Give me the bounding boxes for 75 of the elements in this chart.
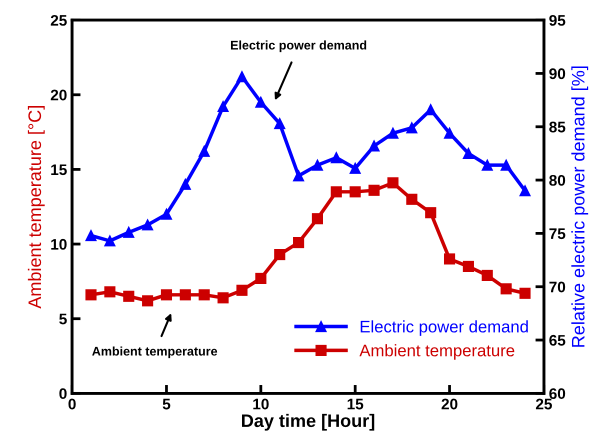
point	[519, 288, 531, 299]
point	[350, 162, 361, 174]
point	[368, 184, 380, 196]
point	[218, 100, 229, 112]
x-tick-label: 15	[348, 398, 364, 410]
point	[425, 207, 436, 218]
y-tick-label: 15	[51, 164, 67, 176]
y2-tick-label: 80	[549, 174, 566, 186]
x-tick-label: 25	[536, 398, 552, 410]
point	[142, 219, 154, 230]
point	[85, 289, 97, 300]
point	[218, 292, 229, 304]
point	[236, 71, 248, 82]
legend-label: Ambient temperature	[359, 344, 514, 360]
y2-tick-label: 95	[549, 14, 566, 26]
y2-axis-title: Relative electric power demand [%]	[571, 66, 588, 347]
point	[350, 186, 361, 198]
y2-tick-label: 90	[549, 68, 566, 80]
x-tick-label: 5	[162, 398, 170, 410]
point	[462, 148, 474, 159]
point	[236, 284, 248, 296]
annotation: Electric power demand	[230, 40, 366, 52]
point	[500, 160, 512, 171]
point	[462, 260, 474, 272]
y2-tick-label: 65	[549, 334, 566, 346]
point	[274, 248, 286, 260]
x-axis-title: Day time [Hour]	[242, 414, 374, 431]
point	[160, 289, 172, 300]
point	[519, 185, 531, 196]
point	[198, 146, 210, 157]
point	[123, 290, 134, 302]
point	[330, 186, 342, 198]
point	[312, 213, 324, 224]
y2-tick-label: 60	[549, 388, 566, 400]
y2-tick-label: 70	[549, 282, 566, 292]
point	[255, 272, 266, 284]
point	[85, 230, 97, 242]
point	[425, 104, 436, 116]
point	[160, 208, 172, 220]
point	[274, 118, 286, 130]
point	[330, 152, 342, 164]
point	[387, 177, 398, 188]
annotation: Ambient temperature	[92, 346, 218, 358]
x-tick-label: 10	[253, 398, 269, 410]
point	[104, 286, 116, 298]
point	[293, 170, 304, 182]
point	[444, 253, 456, 265]
y-tick-label: 10	[51, 238, 67, 250]
y-axis-title: Ambient temperature [°C]	[28, 106, 45, 309]
point	[104, 235, 116, 246]
y-tick-label: 5	[59, 314, 67, 324]
y2-tick-label: 75	[549, 228, 566, 240]
legend-label: Electric power demand	[360, 320, 528, 336]
point	[123, 226, 134, 238]
point	[406, 194, 418, 205]
y2-tick-label: 85	[549, 122, 566, 132]
point	[482, 160, 493, 171]
point	[180, 289, 191, 300]
point	[500, 283, 512, 294]
x-tick-label: 0	[68, 398, 76, 410]
point	[482, 270, 493, 281]
point	[368, 140, 380, 152]
x-tick-label: 20	[442, 398, 458, 410]
y-tick-label: 20	[50, 90, 67, 100]
point	[255, 96, 266, 108]
point	[444, 128, 456, 139]
point	[387, 128, 398, 139]
point	[180, 178, 191, 190]
point	[293, 237, 304, 248]
point	[312, 160, 324, 171]
y-tick-label: 25	[50, 14, 67, 26]
point	[406, 122, 418, 134]
y-tick-label: 0	[59, 388, 67, 400]
point	[142, 295, 154, 306]
point	[198, 289, 210, 300]
